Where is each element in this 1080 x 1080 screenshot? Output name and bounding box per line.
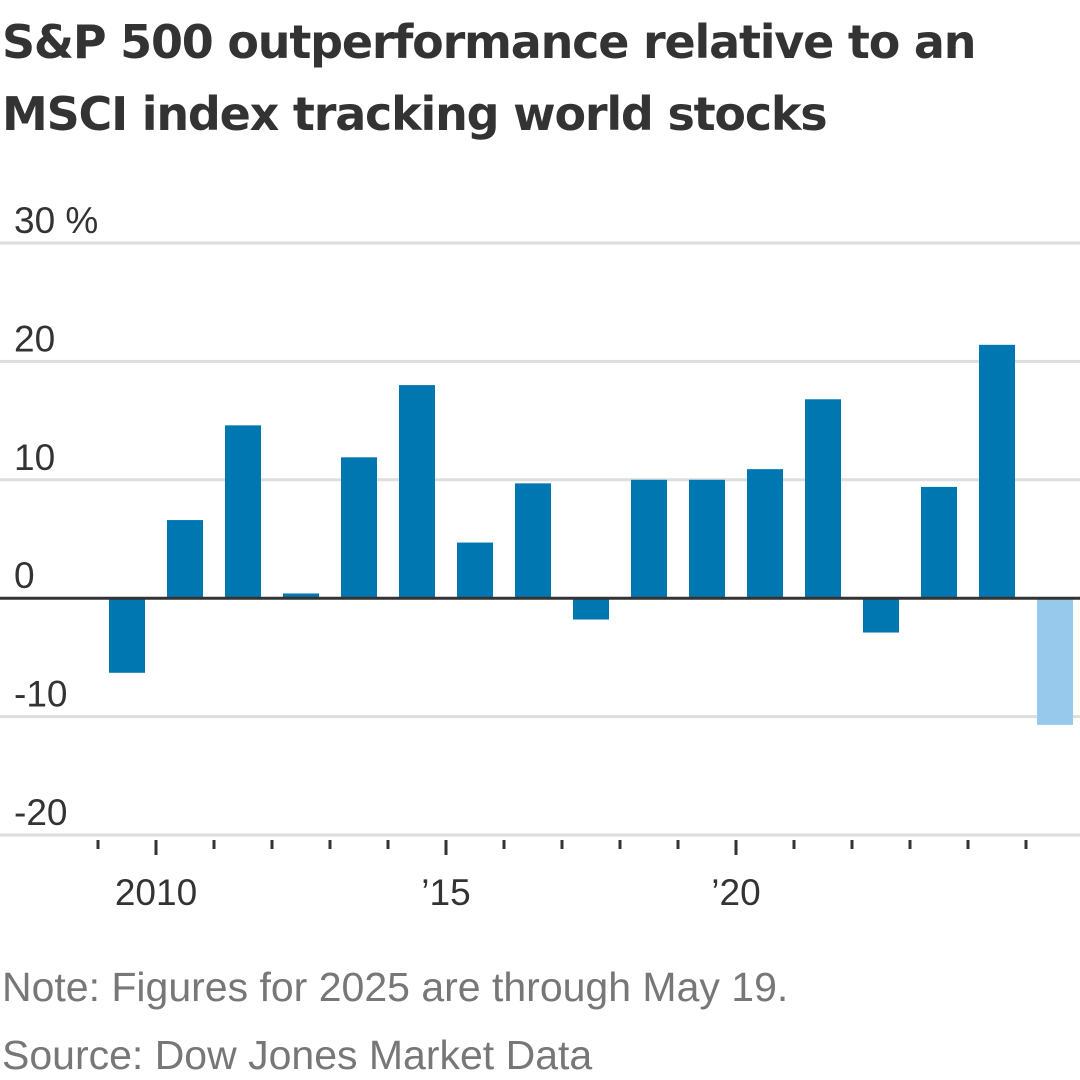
y-tick-label: -20 (14, 792, 67, 833)
y-tick-label: -10 (14, 674, 67, 715)
bar-2021 (805, 399, 841, 599)
y-tick-label: 20 (14, 318, 55, 359)
x-tick-label: ’20 (711, 872, 760, 910)
bar-2012 (283, 593, 319, 599)
bar-2020 (747, 469, 783, 599)
chart-title: S&P 500 outperformance relative to an MS… (2, 15, 977, 141)
bar-2017 (573, 598, 609, 620)
bar-2009 (109, 598, 145, 673)
bar-2018 (631, 479, 667, 599)
bar-2025 (1037, 598, 1073, 725)
y-tick-label: 0 (14, 555, 35, 596)
bar-2023 (921, 486, 957, 599)
bar-2022 (863, 598, 899, 633)
x-tick-label: ’15 (421, 872, 470, 910)
bar-2015 (457, 542, 493, 599)
bar-2011 (225, 425, 261, 599)
gridlines (0, 241, 1080, 837)
x-tick-label: 2010 (115, 872, 197, 910)
bar-2024 (979, 344, 1015, 599)
y-tick-label: 10 (14, 437, 55, 478)
chart-note: Note: Figures for 2025 are through May 1… (2, 964, 789, 1010)
bars (109, 344, 1073, 725)
bar-2019 (689, 479, 725, 599)
bar-2014 (399, 385, 435, 599)
bar-2013 (341, 457, 377, 599)
chart-source: Source: Dow Jones Market Data (2, 1032, 593, 1078)
y-tick-label: 30 % (14, 200, 98, 241)
axes (0, 596, 1080, 855)
bar-2010 (167, 520, 203, 599)
bar-2016 (515, 483, 551, 599)
